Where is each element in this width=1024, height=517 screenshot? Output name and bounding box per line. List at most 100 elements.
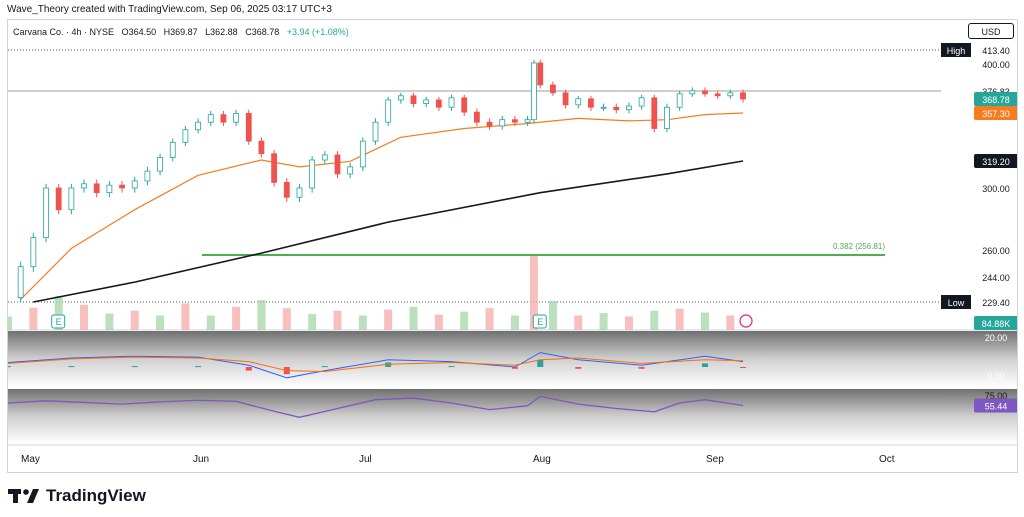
volume-bar — [29, 307, 38, 330]
fib-level-label: 0.382 (256.81) — [833, 242, 885, 251]
candle-body — [461, 97, 468, 113]
volume-bar — [181, 303, 190, 330]
candle-body — [638, 97, 645, 107]
volume-bar — [156, 315, 165, 330]
time-axis-label: May — [21, 454, 40, 465]
chart-canvas[interactable]: 0.382 (256.81)EEHigh413.40400.00376.8336… — [8, 20, 1018, 473]
dividend-marker-icon — [739, 314, 753, 328]
volume-bar — [548, 300, 557, 330]
price-tag-volume-box — [974, 316, 1017, 330]
candle-body — [321, 154, 328, 161]
macd-tick-label: 0.00 — [987, 371, 1005, 381]
macd-signal-line — [8, 356, 744, 373]
candle-body — [334, 154, 341, 175]
candle-body — [271, 153, 278, 183]
chart-frame[interactable]: 0.382 (256.81)EEHigh413.40400.00376.8336… — [7, 19, 1018, 473]
volume-bar — [232, 306, 241, 330]
price-tick-label: 400.00 — [982, 60, 1010, 70]
price-tick-label: 260.00 — [982, 246, 1010, 256]
price-tag-close-box — [974, 92, 1017, 106]
candle-body — [714, 93, 721, 97]
candle-body — [435, 99, 442, 108]
candle-body — [207, 114, 214, 123]
candle-body — [727, 92, 734, 97]
volume-bar — [8, 316, 12, 330]
ema200-line — [33, 160, 744, 303]
macd-line — [8, 352, 744, 379]
candle-body — [119, 184, 125, 189]
price-tick-label: 300.00 — [982, 184, 1010, 194]
macd-histogram-bar — [740, 367, 746, 368]
volume-bar — [105, 313, 114, 330]
candle-body — [562, 92, 569, 106]
volume-bar — [130, 310, 139, 330]
price-tag-ema50-value: 357.30 — [982, 109, 1010, 119]
candle-body — [600, 106, 607, 109]
candle-body — [588, 98, 594, 108]
macd-histogram-bar — [321, 366, 328, 368]
volume-bar — [726, 315, 735, 330]
candle-body — [473, 111, 480, 123]
candle-body — [347, 166, 354, 175]
candle-body — [106, 184, 113, 194]
volume-bar — [485, 308, 494, 330]
legend-close: C368.78 — [245, 27, 280, 37]
volume-bar — [460, 311, 469, 330]
price-tag-low-value: 229.40 — [982, 298, 1010, 308]
volume-bar — [80, 304, 89, 330]
candle-body — [359, 140, 366, 168]
candle-body — [524, 119, 531, 123]
macd-histogram-bar — [131, 366, 138, 368]
candle-body — [245, 112, 252, 142]
candle-body — [195, 121, 201, 131]
volume-bar — [282, 308, 291, 330]
macd-histogram-bar — [8, 366, 11, 368]
macd-histogram-bar — [537, 359, 544, 367]
candle-body — [499, 119, 506, 127]
candle-body — [30, 237, 37, 268]
macd-pane-background — [8, 331, 1017, 387]
time-axis-label: Oct — [879, 454, 895, 465]
volume-bar — [624, 316, 633, 330]
candle-body — [131, 180, 138, 189]
earnings-marker-label: E — [56, 317, 62, 327]
volume-bar — [529, 255, 538, 330]
volume-bar — [358, 315, 367, 330]
volume-bar — [650, 310, 659, 330]
time-axis-label: Jun — [193, 454, 209, 465]
candle-body — [397, 95, 404, 101]
rsi-tick-label: 75.00 — [985, 391, 1008, 401]
currency-selector[interactable]: USD — [968, 23, 1014, 39]
macd-histogram-bar — [245, 367, 252, 371]
price-tag-low-caption-box — [941, 295, 971, 309]
ohlc-legend: Carvana Co. · 4h · NYSE O364.50 H369.87 … — [13, 27, 354, 37]
legend-low: L362.88 — [205, 27, 238, 37]
macd-histogram-bar — [195, 366, 202, 368]
candle-body — [410, 95, 417, 105]
tradingview-logo-icon — [8, 489, 39, 503]
macd-histogram-bar — [575, 367, 582, 369]
candle-body — [17, 266, 24, 298]
macd-histogram-bar — [448, 366, 455, 368]
volume-bar — [574, 315, 583, 330]
time-axis-label: Jul — [359, 454, 372, 465]
volume-bar — [510, 315, 519, 330]
candle-body — [385, 99, 392, 123]
time-axis-label: Sep — [706, 454, 724, 465]
tradingview-brand[interactable]: TradingView — [8, 486, 146, 506]
volume-bar — [206, 315, 215, 330]
candle-body — [448, 97, 455, 108]
candle-body — [372, 121, 379, 142]
rsi-pane-background — [8, 389, 1017, 444]
candle-body — [613, 106, 620, 111]
candle-body — [575, 98, 582, 106]
price-tag-close-value: 368.78 — [982, 95, 1010, 105]
brand-name: TradingView — [46, 486, 146, 505]
candle-body — [182, 129, 189, 143]
macd-tick-label: 20.00 — [985, 333, 1008, 343]
price-tag-volume-value: 84.88K — [982, 319, 1011, 329]
volume-bar — [409, 306, 418, 330]
rsi-line — [8, 395, 744, 418]
macd-histogram-bar — [511, 367, 518, 369]
price-tag-ema50-box — [974, 106, 1017, 120]
